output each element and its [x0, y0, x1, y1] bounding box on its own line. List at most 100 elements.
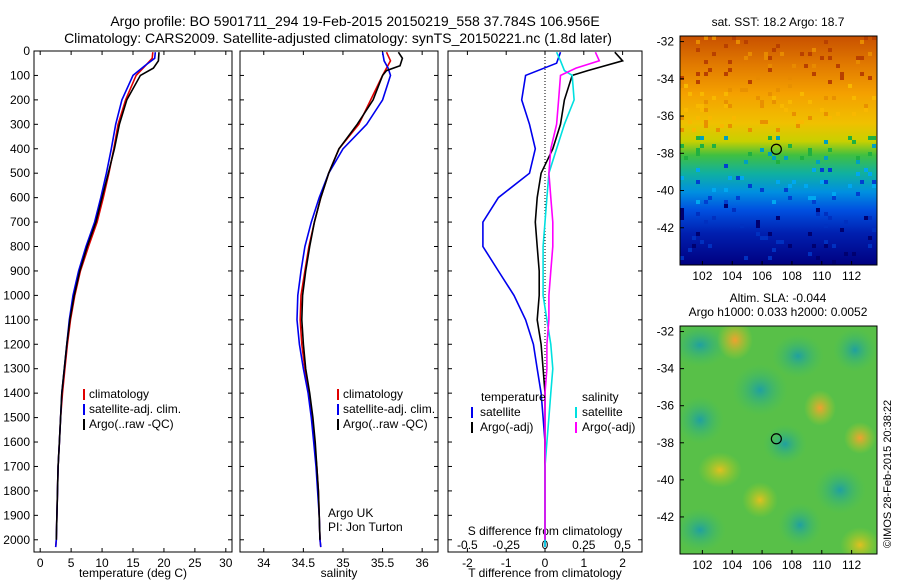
y-tick-label: 1700 [3, 459, 30, 473]
sal-tick-label: -0.5 [457, 538, 478, 552]
sst-pixel [824, 224, 828, 228]
sst-pixel [820, 168, 824, 172]
sst-pixel [704, 60, 708, 64]
x-tick-label: 15 [126, 556, 140, 570]
sst-pixel [860, 72, 864, 76]
x-tick-label: 1 [580, 556, 587, 570]
legend-label: Argo(..raw -QC) [89, 417, 174, 431]
map-y-tick-label: -42 [657, 510, 675, 524]
sst-pixel [840, 76, 844, 80]
sst-pixel [832, 96, 836, 100]
sst-pixel [772, 48, 776, 52]
map-x-tick-label: 104 [722, 558, 742, 572]
sst-pixel [768, 256, 772, 260]
sst-pixel [760, 104, 764, 108]
sst-pixel [744, 256, 748, 260]
sst-pixel [724, 104, 728, 108]
title-line-1: Argo profile: BO 5901711_294 19-Feb-2015… [110, 13, 599, 29]
argo-position-marker [770, 433, 782, 445]
map-x-tick-label: 106 [752, 269, 772, 283]
sst-pixel [680, 212, 684, 216]
sst-pixel [724, 204, 728, 208]
map-y-tick-label: -32 [657, 35, 675, 49]
sst-pixel [864, 36, 868, 40]
map-x-tick-label: 102 [692, 269, 712, 283]
sst-pixel [832, 244, 836, 248]
sst-pixel [704, 120, 708, 124]
sst-pixel [800, 92, 804, 96]
x-tick-label: 34.5 [292, 556, 316, 570]
sst-pixel [748, 128, 752, 132]
sst-pixel [856, 172, 860, 176]
sst-pixel [856, 156, 860, 160]
legend-label: Argo(-adj) [480, 420, 533, 434]
sst-pixel [812, 200, 816, 204]
sst-pixel [856, 56, 860, 60]
annotation-line-2: PI: Jon Turton [328, 520, 403, 534]
sst-pixel [732, 36, 736, 40]
sst-pixel [680, 144, 684, 148]
difference-panel: -2 -1 0 1 2T difference from climatology -0.5… [447, 50, 643, 580]
sst-pixel [756, 220, 760, 224]
x-tick-label: 34 [257, 556, 271, 570]
map-y-tick-label: -32 [657, 325, 675, 339]
sst-pixel [796, 120, 800, 124]
sst-pixel [788, 196, 792, 200]
legend-title-salinity: salinity [582, 390, 619, 404]
sst-pixel [732, 116, 736, 120]
y-tick-label: 0 [23, 44, 30, 58]
sst-pixel [768, 152, 772, 156]
sst-pixel [744, 56, 748, 60]
sst-pixel [732, 208, 736, 212]
x-axis-label: T difference from climatology [468, 566, 622, 580]
sst-pixel [700, 144, 704, 148]
sst-pixel [728, 68, 732, 72]
x-tick-label: 10 [95, 556, 109, 570]
x-tick-label: 2 [619, 556, 626, 570]
sst-pixel [788, 244, 792, 248]
sst-pixel [768, 232, 772, 236]
sst-pixel [684, 108, 688, 112]
sst-pixel [820, 180, 824, 184]
sst-pixel [724, 136, 728, 140]
sst-pixel [804, 184, 808, 188]
sst-pixel [820, 108, 824, 112]
sst-pixel [848, 184, 852, 188]
sst-pixel [872, 136, 876, 140]
y-tick-label: 1400 [3, 386, 30, 400]
sst-pixel [864, 104, 868, 108]
sst-pixel [704, 200, 708, 204]
sst-pixel [728, 88, 732, 92]
sst-pixel [680, 208, 684, 212]
sst-map: sat. SST: 18.2 Argo: 18.7 102 104 106 108 11… [657, 15, 878, 283]
sst-pixel [864, 108, 868, 112]
sst-pixel [680, 216, 684, 220]
sst-pixel [808, 116, 812, 120]
sla-map-title: Altim. SLA: -0.044 [730, 291, 827, 305]
sst-pixel [828, 216, 832, 220]
y-tick-label: 500 [10, 166, 30, 180]
sst-pixel [868, 236, 872, 240]
sst-pixel [808, 152, 812, 156]
legend-label: Argo(-adj) [582, 420, 635, 434]
sst-pixel [808, 232, 812, 236]
sst-pixel [784, 156, 788, 160]
sst-pixel [824, 240, 828, 244]
sst-pixel [788, 100, 792, 104]
sst-pixel [796, 124, 800, 128]
sla-map: Altim. SLA: -0.044 Argo h1000: 0.033 h20… [657, 291, 878, 572]
sst-pixel [712, 144, 716, 148]
sal-tick-label: 0.5 [614, 538, 631, 552]
y-tick-label: 700 [10, 215, 30, 229]
map-x-tick-label: 108 [782, 558, 802, 572]
sst-pixel [688, 92, 692, 96]
y-tick-label: 1900 [3, 508, 30, 522]
x-axis-label: salinity [321, 566, 358, 580]
sst-pixel [800, 120, 804, 124]
map-x-tick-label: 110 [812, 558, 831, 572]
sst-pixel [688, 248, 692, 252]
sst-pixel [724, 100, 728, 104]
sst-pixel [832, 192, 836, 196]
sst-pixel [696, 48, 700, 52]
sst-pixel [740, 88, 744, 92]
